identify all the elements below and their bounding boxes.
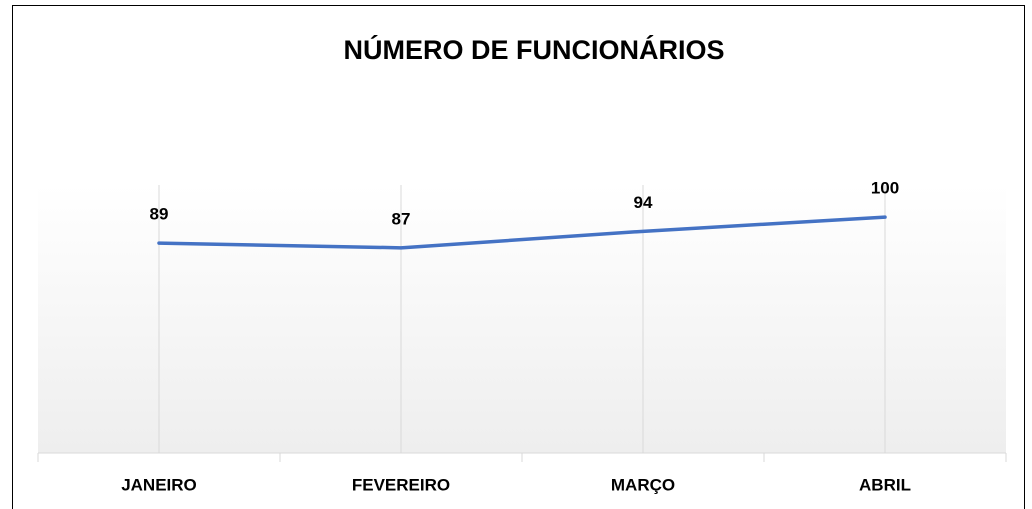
data-label: 89 bbox=[150, 205, 169, 224]
x-tick-label: MARÇO bbox=[611, 475, 675, 494]
x-tick-label: ABRIL bbox=[859, 475, 911, 494]
plot-area bbox=[38, 185, 1006, 453]
data-line bbox=[157, 215, 887, 250]
x-tick-label: JANEIRO bbox=[121, 475, 197, 494]
data-label: 87 bbox=[392, 209, 411, 228]
data-label: 94 bbox=[634, 193, 653, 212]
data-label: 100 bbox=[871, 179, 899, 198]
chart-title: NÚMERO DE FUNCIONÁRIOS bbox=[343, 34, 724, 65]
x-tick-label: FEVEREIRO bbox=[352, 475, 450, 494]
